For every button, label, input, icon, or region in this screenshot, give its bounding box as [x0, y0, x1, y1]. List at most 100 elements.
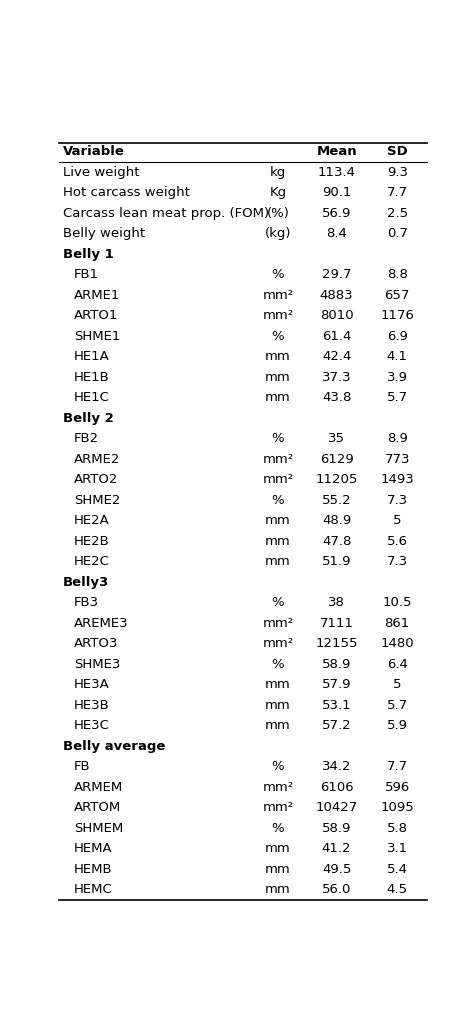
Text: Mean: Mean	[316, 146, 357, 159]
Text: mm: mm	[265, 719, 291, 732]
Text: 773: 773	[384, 453, 410, 466]
Text: mm²: mm²	[262, 473, 293, 487]
Text: SD: SD	[387, 146, 408, 159]
Text: mm²: mm²	[262, 637, 293, 651]
Text: %: %	[272, 330, 284, 343]
Text: 5.9: 5.9	[387, 719, 408, 732]
Text: mm: mm	[265, 555, 291, 568]
Text: SHME3: SHME3	[74, 658, 120, 671]
Text: 57.9: 57.9	[322, 678, 351, 691]
Text: 10427: 10427	[316, 801, 358, 814]
Text: SHME2: SHME2	[74, 494, 120, 507]
Text: SHME1: SHME1	[74, 330, 120, 343]
Text: 3.9: 3.9	[387, 371, 408, 384]
Text: AREME3: AREME3	[74, 617, 128, 630]
Text: Belly average: Belly average	[63, 740, 165, 752]
Text: Kg: Kg	[269, 186, 286, 200]
Text: %: %	[272, 269, 284, 281]
Text: %: %	[272, 658, 284, 671]
Text: HE2A: HE2A	[74, 514, 109, 527]
Text: ARME1: ARME1	[74, 289, 120, 302]
Text: 12155: 12155	[315, 637, 358, 651]
Text: ARTO3: ARTO3	[74, 637, 118, 651]
Text: 5.6: 5.6	[387, 534, 408, 548]
Text: 57.2: 57.2	[322, 719, 351, 732]
Text: 3.1: 3.1	[387, 842, 408, 855]
Text: 55.2: 55.2	[322, 494, 351, 507]
Text: %: %	[272, 760, 284, 773]
Text: 6.9: 6.9	[387, 330, 408, 343]
Text: 8010: 8010	[320, 309, 354, 323]
Text: HEMC: HEMC	[74, 883, 113, 896]
Text: mm: mm	[265, 678, 291, 691]
Text: Belly weight: Belly weight	[63, 227, 145, 240]
Text: 41.2: 41.2	[322, 842, 351, 855]
Text: 7.3: 7.3	[387, 555, 408, 568]
Text: 56.0: 56.0	[322, 883, 351, 896]
Text: 42.4: 42.4	[322, 350, 351, 363]
Text: ARME2: ARME2	[74, 453, 120, 466]
Text: HE2B: HE2B	[74, 534, 109, 548]
Text: 6129: 6129	[320, 453, 354, 466]
Text: Live weight: Live weight	[63, 166, 139, 179]
Text: 5.8: 5.8	[387, 822, 408, 835]
Text: FB2: FB2	[74, 433, 99, 445]
Text: HE2C: HE2C	[74, 555, 110, 568]
Text: %: %	[272, 597, 284, 609]
Text: 8.4: 8.4	[326, 227, 347, 240]
Text: 5.7: 5.7	[387, 391, 408, 404]
Text: 113.4: 113.4	[318, 166, 356, 179]
Text: FB: FB	[74, 760, 91, 773]
Text: 51.9: 51.9	[322, 555, 351, 568]
Text: 49.5: 49.5	[322, 862, 351, 875]
Text: 48.9: 48.9	[322, 514, 351, 527]
Text: HE1A: HE1A	[74, 350, 109, 363]
Text: mm: mm	[265, 883, 291, 896]
Text: mm: mm	[265, 371, 291, 384]
Text: mm²: mm²	[262, 801, 293, 814]
Text: 10.5: 10.5	[383, 597, 412, 609]
Text: 58.9: 58.9	[322, 822, 351, 835]
Text: 7.3: 7.3	[387, 494, 408, 507]
Text: 5.4: 5.4	[387, 862, 408, 875]
Text: 1480: 1480	[381, 637, 414, 651]
Text: 4883: 4883	[320, 289, 354, 302]
Text: 4.5: 4.5	[387, 883, 408, 896]
Text: ARTOM: ARTOM	[74, 801, 121, 814]
Text: 8.9: 8.9	[387, 433, 408, 445]
Text: mm: mm	[265, 862, 291, 875]
Text: 0.7: 0.7	[387, 227, 408, 240]
Text: 861: 861	[384, 617, 410, 630]
Text: 596: 596	[384, 781, 410, 794]
Text: %: %	[272, 822, 284, 835]
Text: 58.9: 58.9	[322, 658, 351, 671]
Text: 6.4: 6.4	[387, 658, 408, 671]
Text: HE1C: HE1C	[74, 391, 110, 404]
Text: HEMA: HEMA	[74, 842, 112, 855]
Text: 43.8: 43.8	[322, 391, 351, 404]
Text: HE3A: HE3A	[74, 678, 109, 691]
Text: Hot carcass weight: Hot carcass weight	[63, 186, 190, 200]
Text: 29.7: 29.7	[322, 269, 351, 281]
Text: 56.9: 56.9	[322, 207, 351, 220]
Text: Carcass lean meat prop. (FOM): Carcass lean meat prop. (FOM)	[63, 207, 269, 220]
Text: HE3B: HE3B	[74, 698, 109, 712]
Text: 7.7: 7.7	[387, 186, 408, 200]
Text: 90.1: 90.1	[322, 186, 351, 200]
Text: HE3C: HE3C	[74, 719, 110, 732]
Text: 6106: 6106	[320, 781, 354, 794]
Text: %: %	[272, 494, 284, 507]
Text: mm²: mm²	[262, 781, 293, 794]
Text: Belly 1: Belly 1	[63, 248, 114, 261]
Text: 5: 5	[393, 514, 401, 527]
Text: ARTO2: ARTO2	[74, 473, 118, 487]
Text: Belly 2: Belly 2	[63, 412, 114, 425]
Text: SHMEM: SHMEM	[74, 822, 123, 835]
Text: %: %	[272, 433, 284, 445]
Text: mm²: mm²	[262, 309, 293, 323]
Text: FB3: FB3	[74, 597, 99, 609]
Text: 7111: 7111	[319, 617, 354, 630]
Text: 7.7: 7.7	[387, 760, 408, 773]
Text: Belly3: Belly3	[63, 576, 109, 588]
Text: 5.7: 5.7	[387, 698, 408, 712]
